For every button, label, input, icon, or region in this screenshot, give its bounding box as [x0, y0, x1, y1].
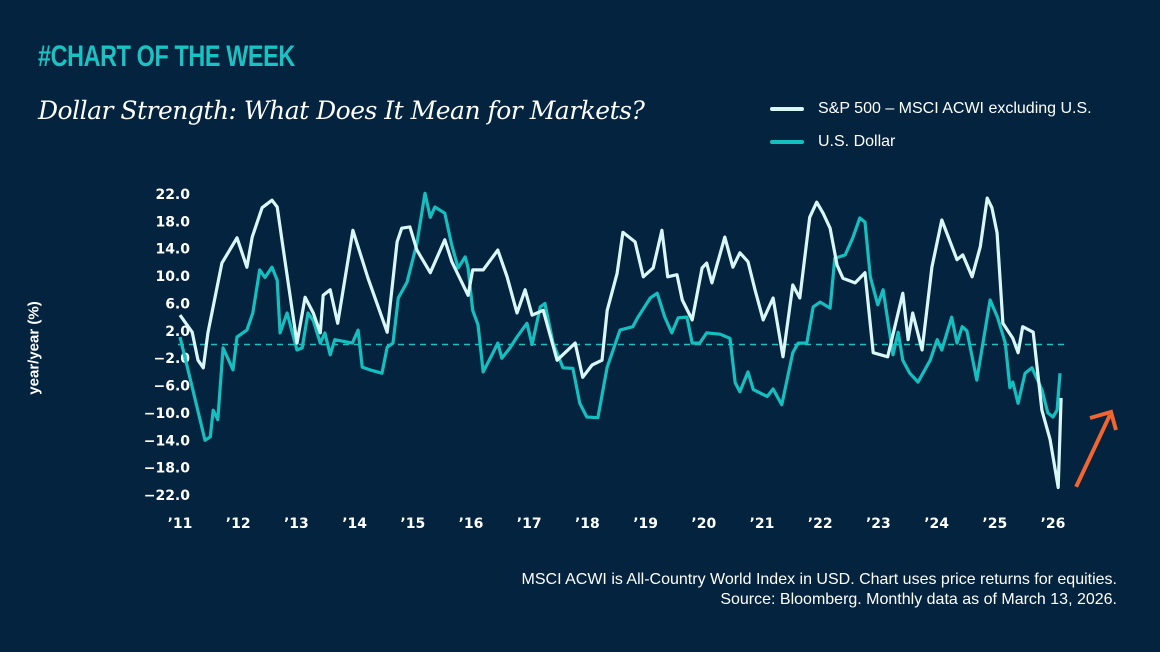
y-tick-label: −18.0 [144, 461, 191, 477]
footnote: MSCI ACWI is All-Country World Index in … [522, 570, 1117, 610]
legend-label-dollar: U.S. Dollar [818, 133, 896, 150]
x-tick-label: ’16 [459, 516, 484, 532]
legend-item-dollar: U.S. Dollar [770, 131, 1092, 153]
x-tick-label: ’21 [750, 516, 775, 532]
y-tick-label: 14.0 [155, 242, 190, 258]
x-tick-label: ’24 [924, 516, 949, 532]
chart-of-the-week-kicker: #CHART OF THE WEEK [38, 40, 295, 73]
x-tick-label: ’15 [400, 516, 425, 532]
x-tick-label: ’25 [982, 516, 1007, 532]
y-tick-label: 10.0 [155, 269, 190, 285]
x-tick-label: ’18 [575, 516, 600, 532]
legend: S&P 500 – MSCI ACWI excluding U.S. U.S. … [770, 98, 1092, 164]
x-tick-label: ’13 [284, 516, 309, 532]
y-tick-label: −10.0 [144, 406, 191, 422]
y-tick-label: 2.0 [165, 324, 190, 340]
x-tick-label: ’17 [517, 516, 542, 532]
legend-label-spread: S&P 500 – MSCI ACWI excluding U.S. [818, 100, 1092, 117]
x-tick-label: ’14 [342, 516, 367, 532]
legend-swatch-spread [770, 107, 804, 111]
x-axis-ticks: ’11 ’12 ’13 ’14 ’15 ’16 ’17 ’18 ’19 ’20 ’21 ’22 ’23 ’… [168, 516, 1066, 532]
x-tick-label: ’23 [866, 516, 891, 532]
legend-item-spread: S&P 500 – MSCI ACWI excluding U.S. [770, 98, 1092, 120]
arrow-up-right-icon [1074, 409, 1118, 488]
y-tick-label: −14.0 [144, 433, 191, 449]
y-tick-label: 22.0 [155, 187, 190, 203]
series-line-us-dollar [178, 191, 1062, 442]
series-line-sp500-minus-acwi-ex-us [178, 196, 1063, 490]
footnote-definition: MSCI ACWI is All-Country World Index in … [521, 571, 1117, 588]
x-tick-label: ’22 [808, 516, 833, 532]
legend-swatch-dollar [770, 140, 804, 144]
x-tick-label: ’26 [1041, 516, 1066, 532]
y-tick-label: −22.0 [144, 488, 191, 504]
x-tick-label: ’11 [168, 516, 193, 532]
y-tick-label: 18.0 [155, 214, 190, 230]
x-tick-label: ’12 [226, 516, 251, 532]
series-lines [178, 191, 1063, 490]
y-tick-label: −6.0 [153, 379, 190, 395]
chart-title: Dollar Strength: What Does It Mean for M… [38, 96, 645, 125]
x-tick-label: ’19 [633, 516, 658, 532]
x-tick-label: ’20 [691, 516, 716, 532]
y-tick-label: −2.0 [153, 351, 190, 367]
y-axis-ticks: 22.0 18.0 14.0 10.0 6.0 2.0 −2.0 −6.0 −10.0 −14.0… [144, 187, 191, 504]
footnote-source: Source: Bloomberg. Monthly data as of Ma… [720, 591, 1117, 608]
y-tick-label: 6.0 [165, 296, 190, 312]
